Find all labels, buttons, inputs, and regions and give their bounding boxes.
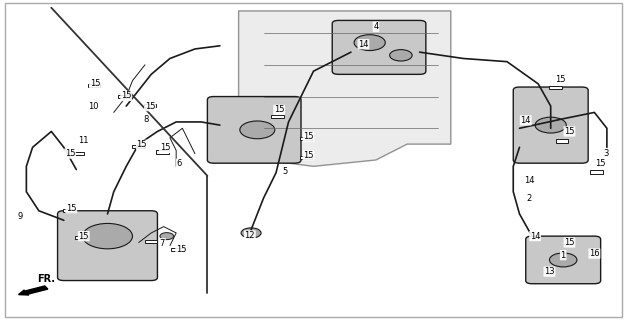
Circle shape [240,121,275,139]
FancyBboxPatch shape [58,211,157,281]
FancyBboxPatch shape [332,20,426,74]
Text: 10: 10 [88,102,99,111]
FancyBboxPatch shape [208,97,301,163]
Text: 13: 13 [544,267,555,276]
Bar [300,137,312,140]
Text: 15: 15 [121,92,132,100]
Bar [144,104,156,107]
Polygon shape [239,11,451,166]
Circle shape [83,223,132,249]
Bar [300,156,312,159]
Bar [118,95,130,98]
FancyBboxPatch shape [514,87,588,163]
Text: 15: 15 [564,127,575,136]
Text: 15: 15 [145,101,155,111]
Text: 14: 14 [520,116,531,125]
Bar [88,84,100,87]
Text: 9: 9 [18,212,23,221]
Text: 16: 16 [589,249,599,258]
Bar [171,248,184,251]
Bar [556,140,568,142]
Circle shape [354,35,385,51]
Bar [63,209,75,212]
Text: 15: 15 [176,245,186,254]
Text: 15: 15 [555,75,566,84]
Text: 8: 8 [144,115,149,124]
Text: 11: 11 [78,136,89,146]
Bar [145,240,157,244]
Text: 15: 15 [65,149,75,158]
Text: 15: 15 [160,143,170,152]
Text: 15: 15 [274,105,285,114]
FancyBboxPatch shape [525,236,601,284]
Bar [156,150,169,154]
Text: 15: 15 [564,238,575,247]
Text: 15: 15 [303,151,314,160]
Text: 3: 3 [603,149,608,158]
Bar [271,115,283,118]
Bar [132,145,145,148]
Bar [75,236,88,239]
Bar [71,152,84,155]
Text: 2: 2 [526,194,532,203]
Circle shape [160,233,174,240]
Text: 7: 7 [160,239,165,248]
Bar [549,86,562,89]
Text: 14: 14 [524,176,534,185]
Text: 14: 14 [358,40,369,49]
FancyArrow shape [19,286,48,295]
Text: 15: 15 [596,159,606,168]
Text: 15: 15 [137,140,147,149]
Text: FR.: FR. [38,274,55,284]
Text: 15: 15 [303,132,314,141]
Text: 15: 15 [66,204,76,213]
Text: 15: 15 [78,232,89,241]
Text: 12: 12 [245,231,255,240]
Text: 15: 15 [90,79,100,88]
Circle shape [535,117,566,133]
Text: 4: 4 [373,22,379,31]
Text: 14: 14 [530,232,540,241]
Circle shape [549,253,577,267]
Text: 6: 6 [177,159,182,168]
Text: 1: 1 [561,251,566,260]
Bar [590,171,603,174]
Text: 5: 5 [283,167,288,176]
Circle shape [389,50,412,61]
Circle shape [241,228,261,238]
